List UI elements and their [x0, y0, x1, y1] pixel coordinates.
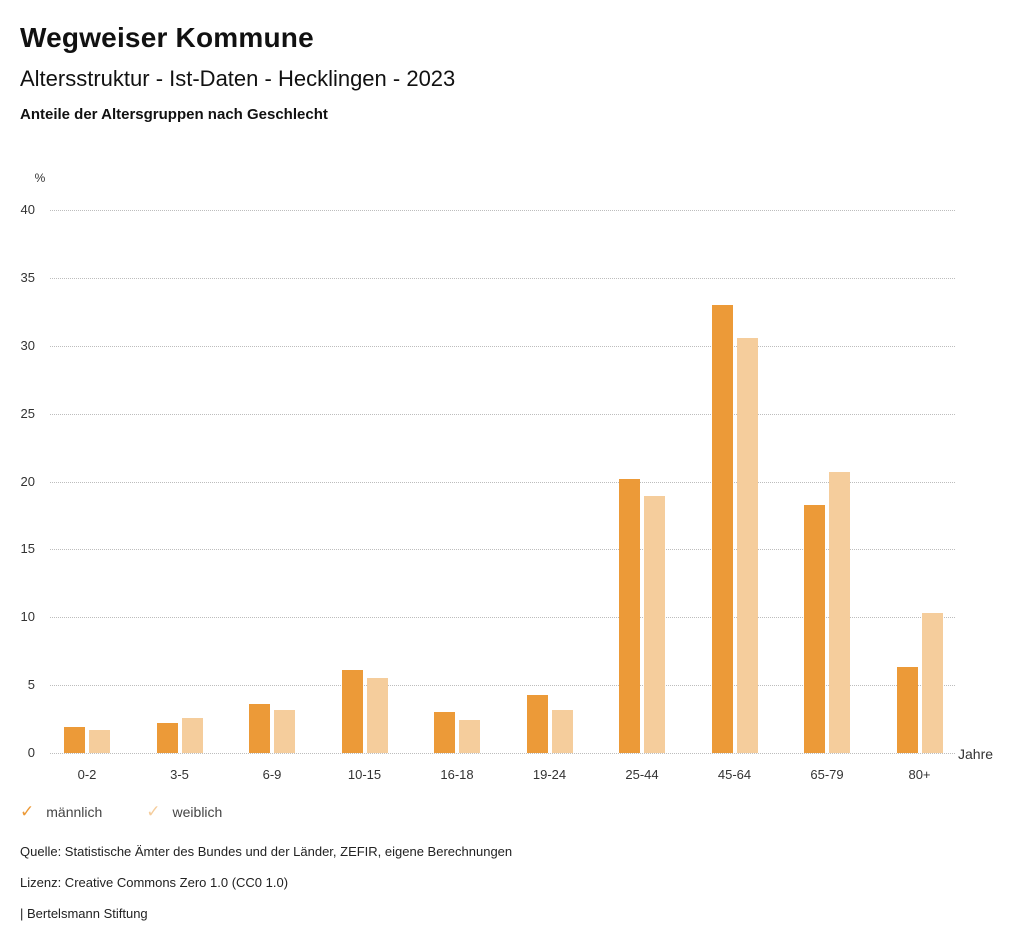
- bar-weiblich-16-18: [459, 720, 480, 753]
- x-tick-label-19-24: 19-24: [532, 767, 567, 782]
- gridline-40: [50, 210, 955, 211]
- gridline-10: [50, 617, 955, 619]
- bar-männlich-3-5: [156, 723, 178, 753]
- gridline-20: [50, 481, 955, 483]
- bar-weiblich-25-44: [644, 496, 665, 753]
- attribution-text: | Bertelsmann Stiftung: [20, 906, 148, 921]
- y-axis-unit-label: %: [34, 171, 46, 185]
- bar-weiblich-19-24: [551, 709, 573, 753]
- chart-title: Altersstruktur - Ist-Daten - Hecklingen …: [20, 66, 456, 91]
- gridline-15: [50, 549, 955, 551]
- bar-weiblich-6-9: [274, 709, 295, 753]
- x-tick-label-6-9: 6-9: [262, 767, 282, 782]
- source-text: Quelle: Statistische Ämter des Bundes un…: [20, 844, 513, 859]
- bar-männlich-6-9: [249, 704, 270, 753]
- bar-weiblich-0-2: [89, 729, 110, 753]
- bar-männlich-65-79: [804, 504, 825, 753]
- y-tick-label-40: 40: [20, 202, 35, 217]
- license-text: Lizenz: Creative Commons Zero 1.0 (CC0 1…: [20, 875, 289, 890]
- gridline-25: [50, 413, 955, 415]
- bar-männlich-25-44: [619, 478, 640, 753]
- bar-männlich-16-18: [434, 712, 455, 753]
- x-tick-label-65-79: 65-79: [810, 767, 844, 782]
- bar-weiblich-45-64: [736, 337, 758, 753]
- legend-label-weiblich: weiblich: [172, 803, 223, 820]
- y-tick-label-30: 30: [20, 337, 35, 353]
- x-tick-label-10-15: 10-15: [347, 767, 382, 782]
- y-tick-label-20: 20: [20, 473, 35, 489]
- chart-subtitle: Anteile der Altersgruppen nach Geschlech…: [20, 106, 328, 123]
- gridline-35: [50, 277, 955, 279]
- bar-weiblich-80+: [921, 613, 943, 753]
- y-tick-label-15: 15: [20, 541, 35, 557]
- gridline-5: [50, 685, 955, 687]
- x-tick-label-80+: 80+: [908, 767, 931, 782]
- bar-männlich-10-15: [341, 670, 363, 753]
- bar-männlich-80+: [896, 667, 918, 753]
- y-tick-label-35: 35: [20, 269, 35, 285]
- x-tick-label-0-2: 0-2: [77, 767, 97, 782]
- x-tick-label-25-44: 25-44: [625, 767, 659, 782]
- check-icon: ✓: [20, 802, 35, 821]
- y-tick-label-5: 5: [27, 677, 35, 693]
- x-tick-label-16-18: 16-18: [440, 767, 474, 782]
- legend-item-weiblich[interactable]: ✓ weiblich: [146, 803, 222, 820]
- x-tick-label-45-64: 45-64: [717, 767, 752, 782]
- check-icon: ✓: [146, 802, 161, 821]
- bar-weiblich-3-5: [181, 717, 203, 753]
- legend-label-maennlich: männlich: [46, 803, 103, 820]
- gridline-0: [50, 753, 955, 754]
- bar-weiblich-65-79: [829, 471, 850, 753]
- legend-item-maennlich[interactable]: ✓ männlich: [20, 803, 102, 820]
- bar-männlich-0-2: [64, 727, 85, 753]
- x-axis-label: Jahre: [958, 746, 994, 762]
- bar-männlich-19-24: [526, 694, 548, 753]
- gridline-30: [50, 345, 955, 347]
- x-tick-label-3-5: 3-5: [170, 767, 189, 782]
- bar-männlich-45-64: [711, 305, 733, 753]
- y-tick-label-0: 0: [27, 745, 35, 760]
- bar-weiblich-10-15: [366, 678, 388, 753]
- app-title: Wegweiser Kommune: [20, 22, 314, 53]
- y-tick-label-25: 25: [20, 405, 35, 421]
- y-tick-label-10: 10: [20, 609, 35, 625]
- legend: ✓ männlich ✓ weiblich: [20, 803, 222, 820]
